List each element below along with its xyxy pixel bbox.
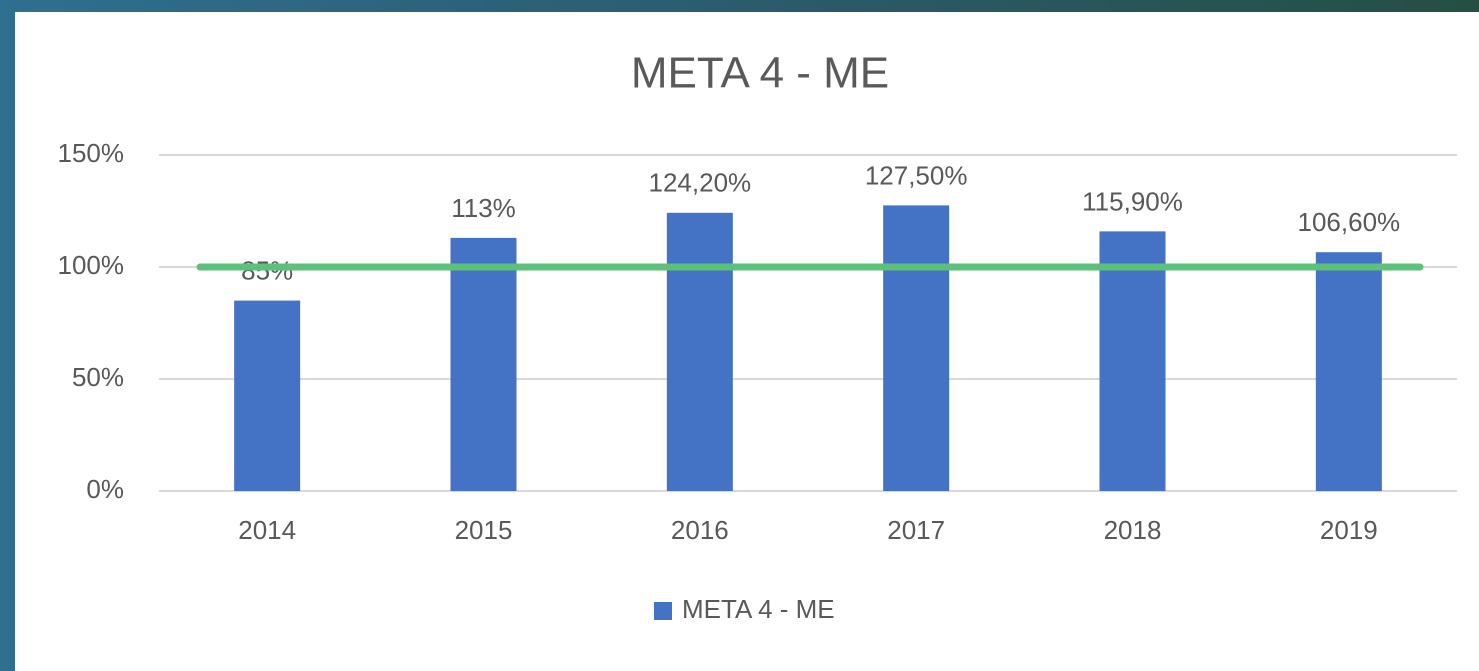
y-tick-label: 50% [72,362,124,392]
bar [1315,252,1382,491]
bar [883,205,950,491]
data-label: 115,90% [1082,186,1183,216]
bar [666,212,733,492]
data-label: 124,20% [649,168,752,198]
x-tick-label: 2019 [1320,515,1378,545]
x-tick-label: 2018 [1104,515,1162,545]
bar [1099,231,1166,491]
legend-label: META 4 - ME [682,594,835,624]
y-tick-label: 100% [58,250,125,280]
data-label: 113% [451,193,516,223]
x-tick-label: 2014 [238,515,296,545]
chart-title: META 4 - ME [631,49,889,98]
data-label: 106,60% [1298,207,1401,237]
x-tick-label: 2017 [887,515,945,545]
y-tick-label: 0% [86,474,124,504]
y-tick-label: 150% [58,138,125,168]
x-tick-label: 2015 [455,515,513,545]
x-tick-label: 2016 [671,515,729,545]
data-label: 127,50% [865,160,968,190]
legend-swatch [654,602,672,620]
bar [234,300,301,491]
bar [450,237,517,491]
